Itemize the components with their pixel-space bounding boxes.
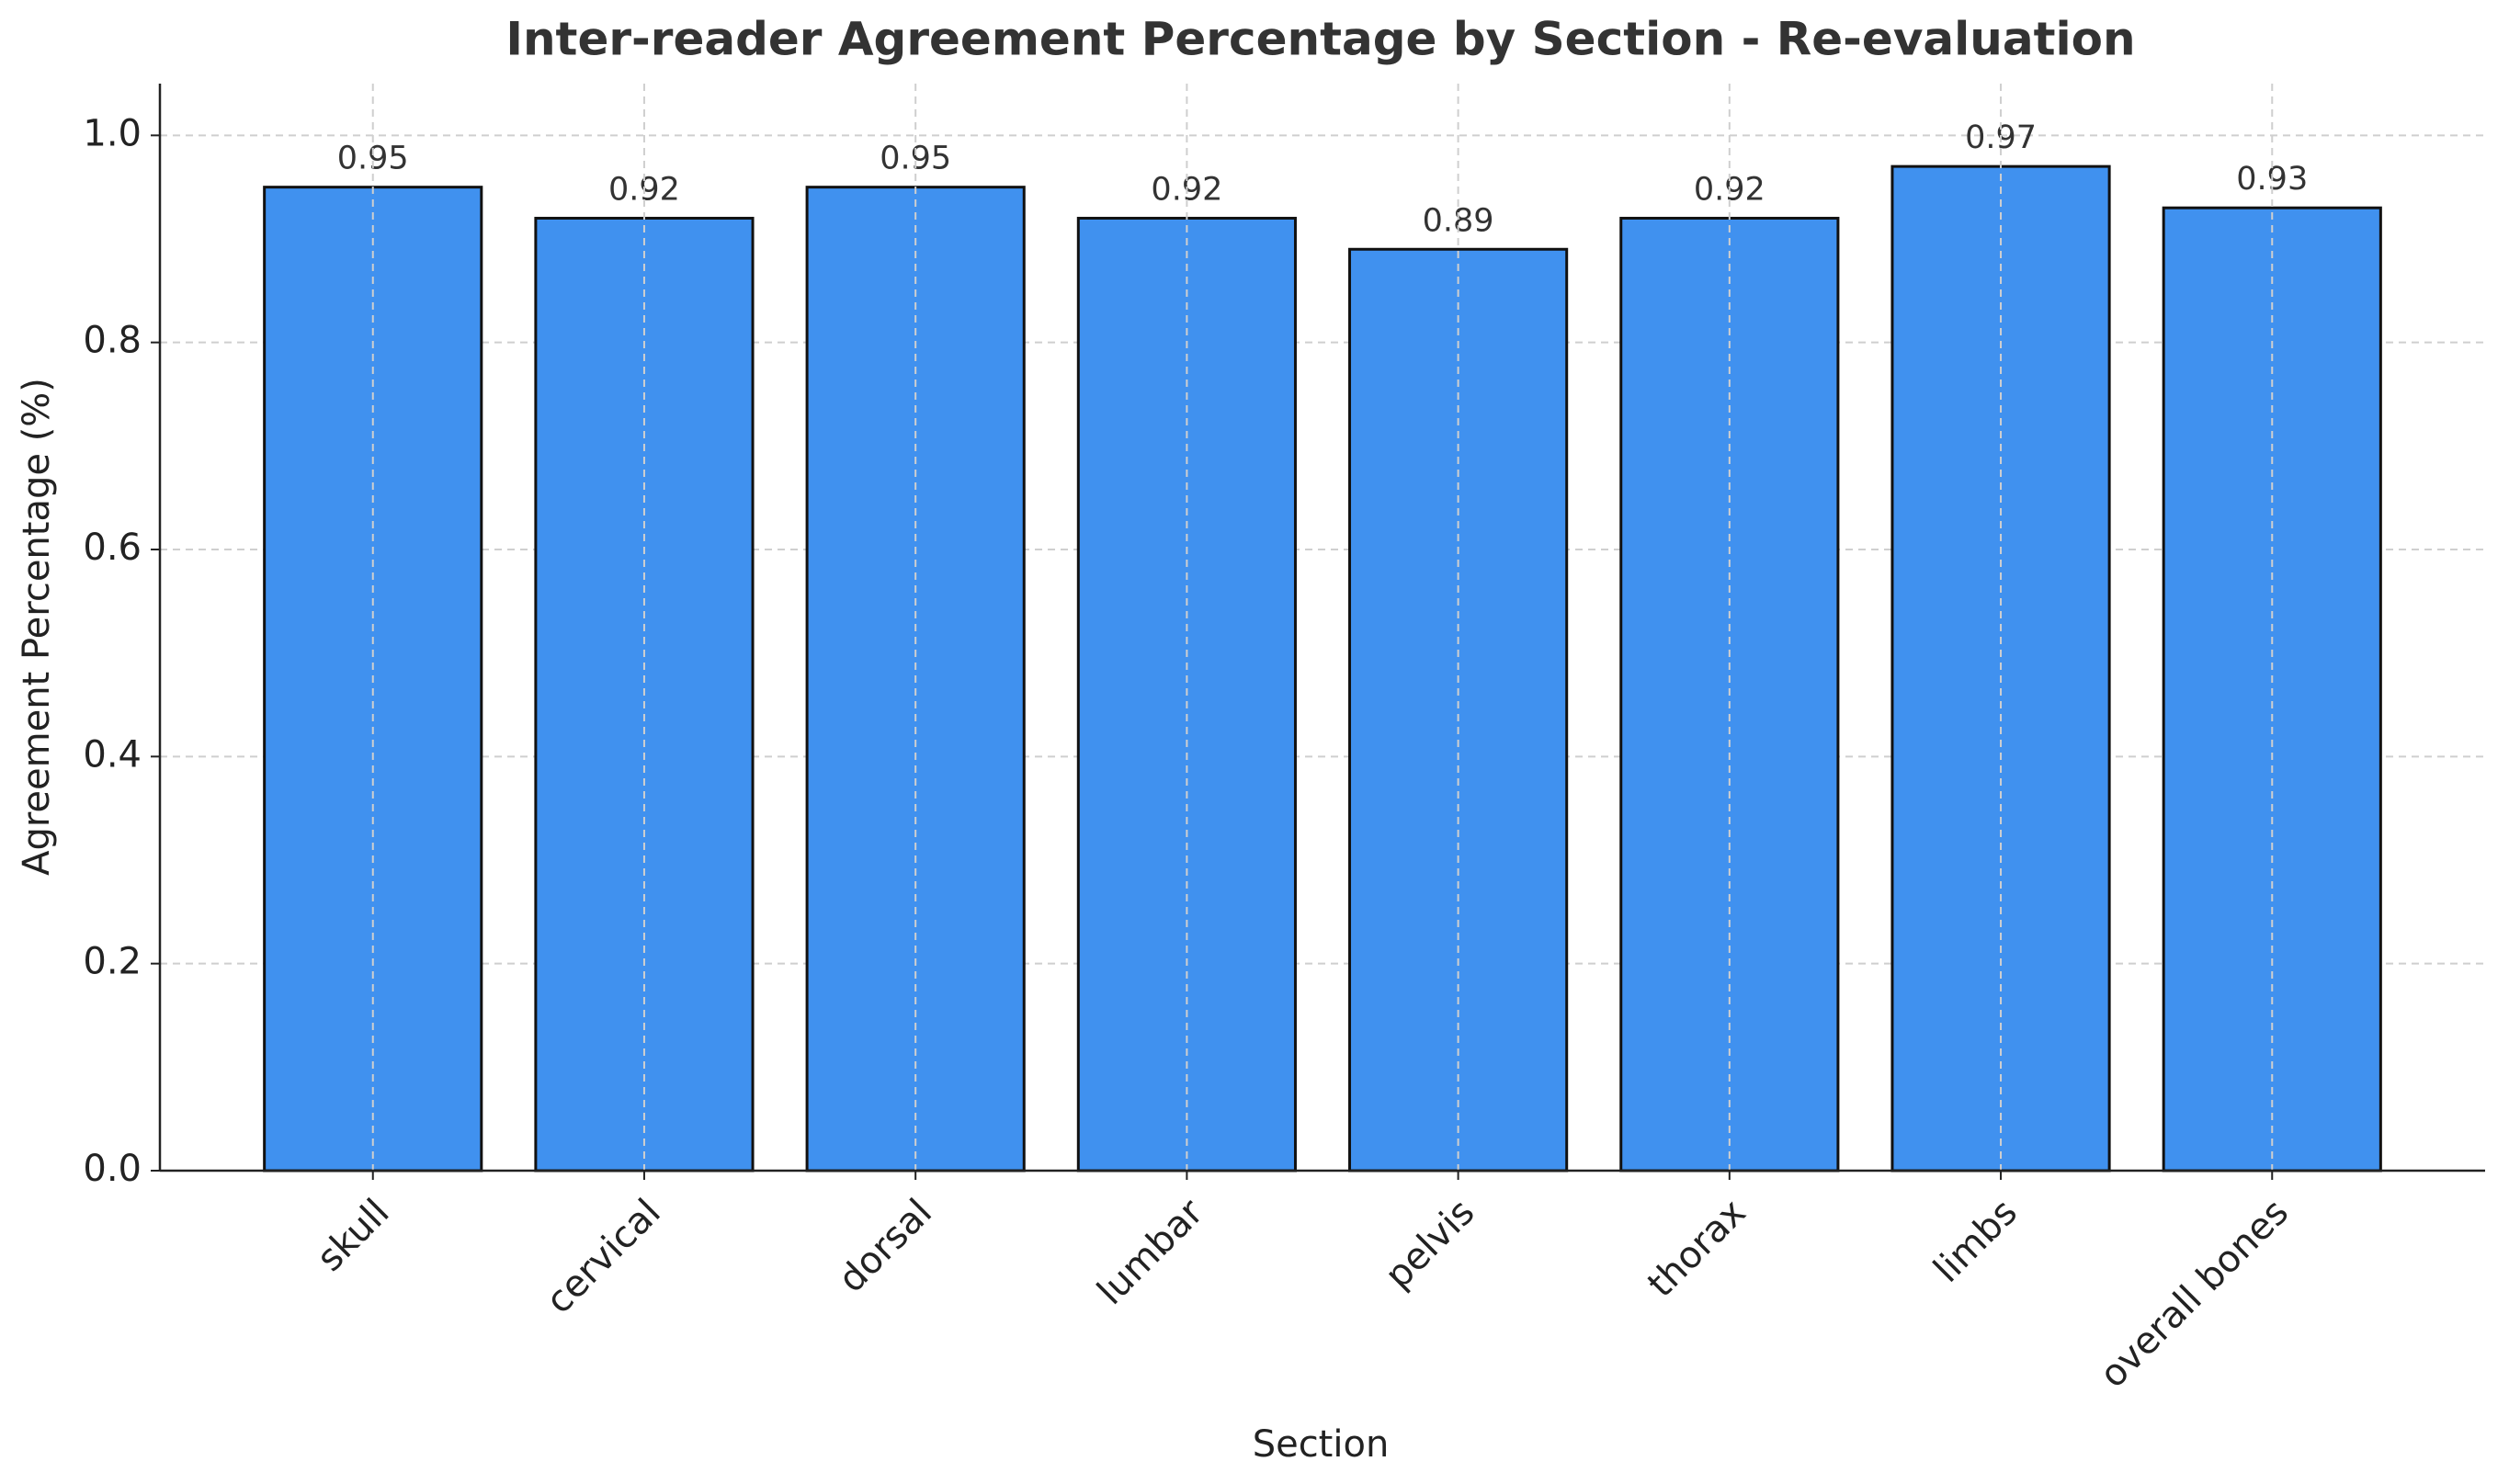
- x-tick-label: dorsal: [831, 1191, 940, 1300]
- x-tick-label: thorax: [1640, 1191, 1754, 1306]
- x-tick-label: pelvis: [1377, 1191, 1482, 1297]
- value-label: 0.95: [880, 141, 951, 177]
- y-tick-label: 0.0: [83, 1148, 142, 1190]
- y-tick-label: 0.2: [83, 941, 142, 983]
- chart-title: Inter-reader Agreement Percentage by Sec…: [505, 13, 2135, 66]
- y-tick-label: 0.6: [83, 527, 142, 569]
- x-tick-label: lumbar: [1089, 1191, 1211, 1313]
- y-tick-label: 0.8: [83, 320, 142, 362]
- y-tick-label: 0.4: [83, 733, 142, 776]
- x-tick-label: skull: [309, 1191, 397, 1279]
- bar: [1348, 247, 1569, 1172]
- x-tick-label: limbs: [1925, 1191, 2025, 1290]
- x-tick-label: overall bones: [2092, 1191, 2297, 1396]
- y-axis-label: Agreement Percentage (%): [16, 378, 58, 876]
- x-axis-label: Section: [1253, 1423, 1390, 1466]
- x-tick-label: cervical: [538, 1191, 668, 1321]
- value-label: 0.89: [1423, 202, 1494, 239]
- value-label: 0.95: [337, 141, 409, 177]
- y-tick-label: 1.0: [83, 112, 142, 154]
